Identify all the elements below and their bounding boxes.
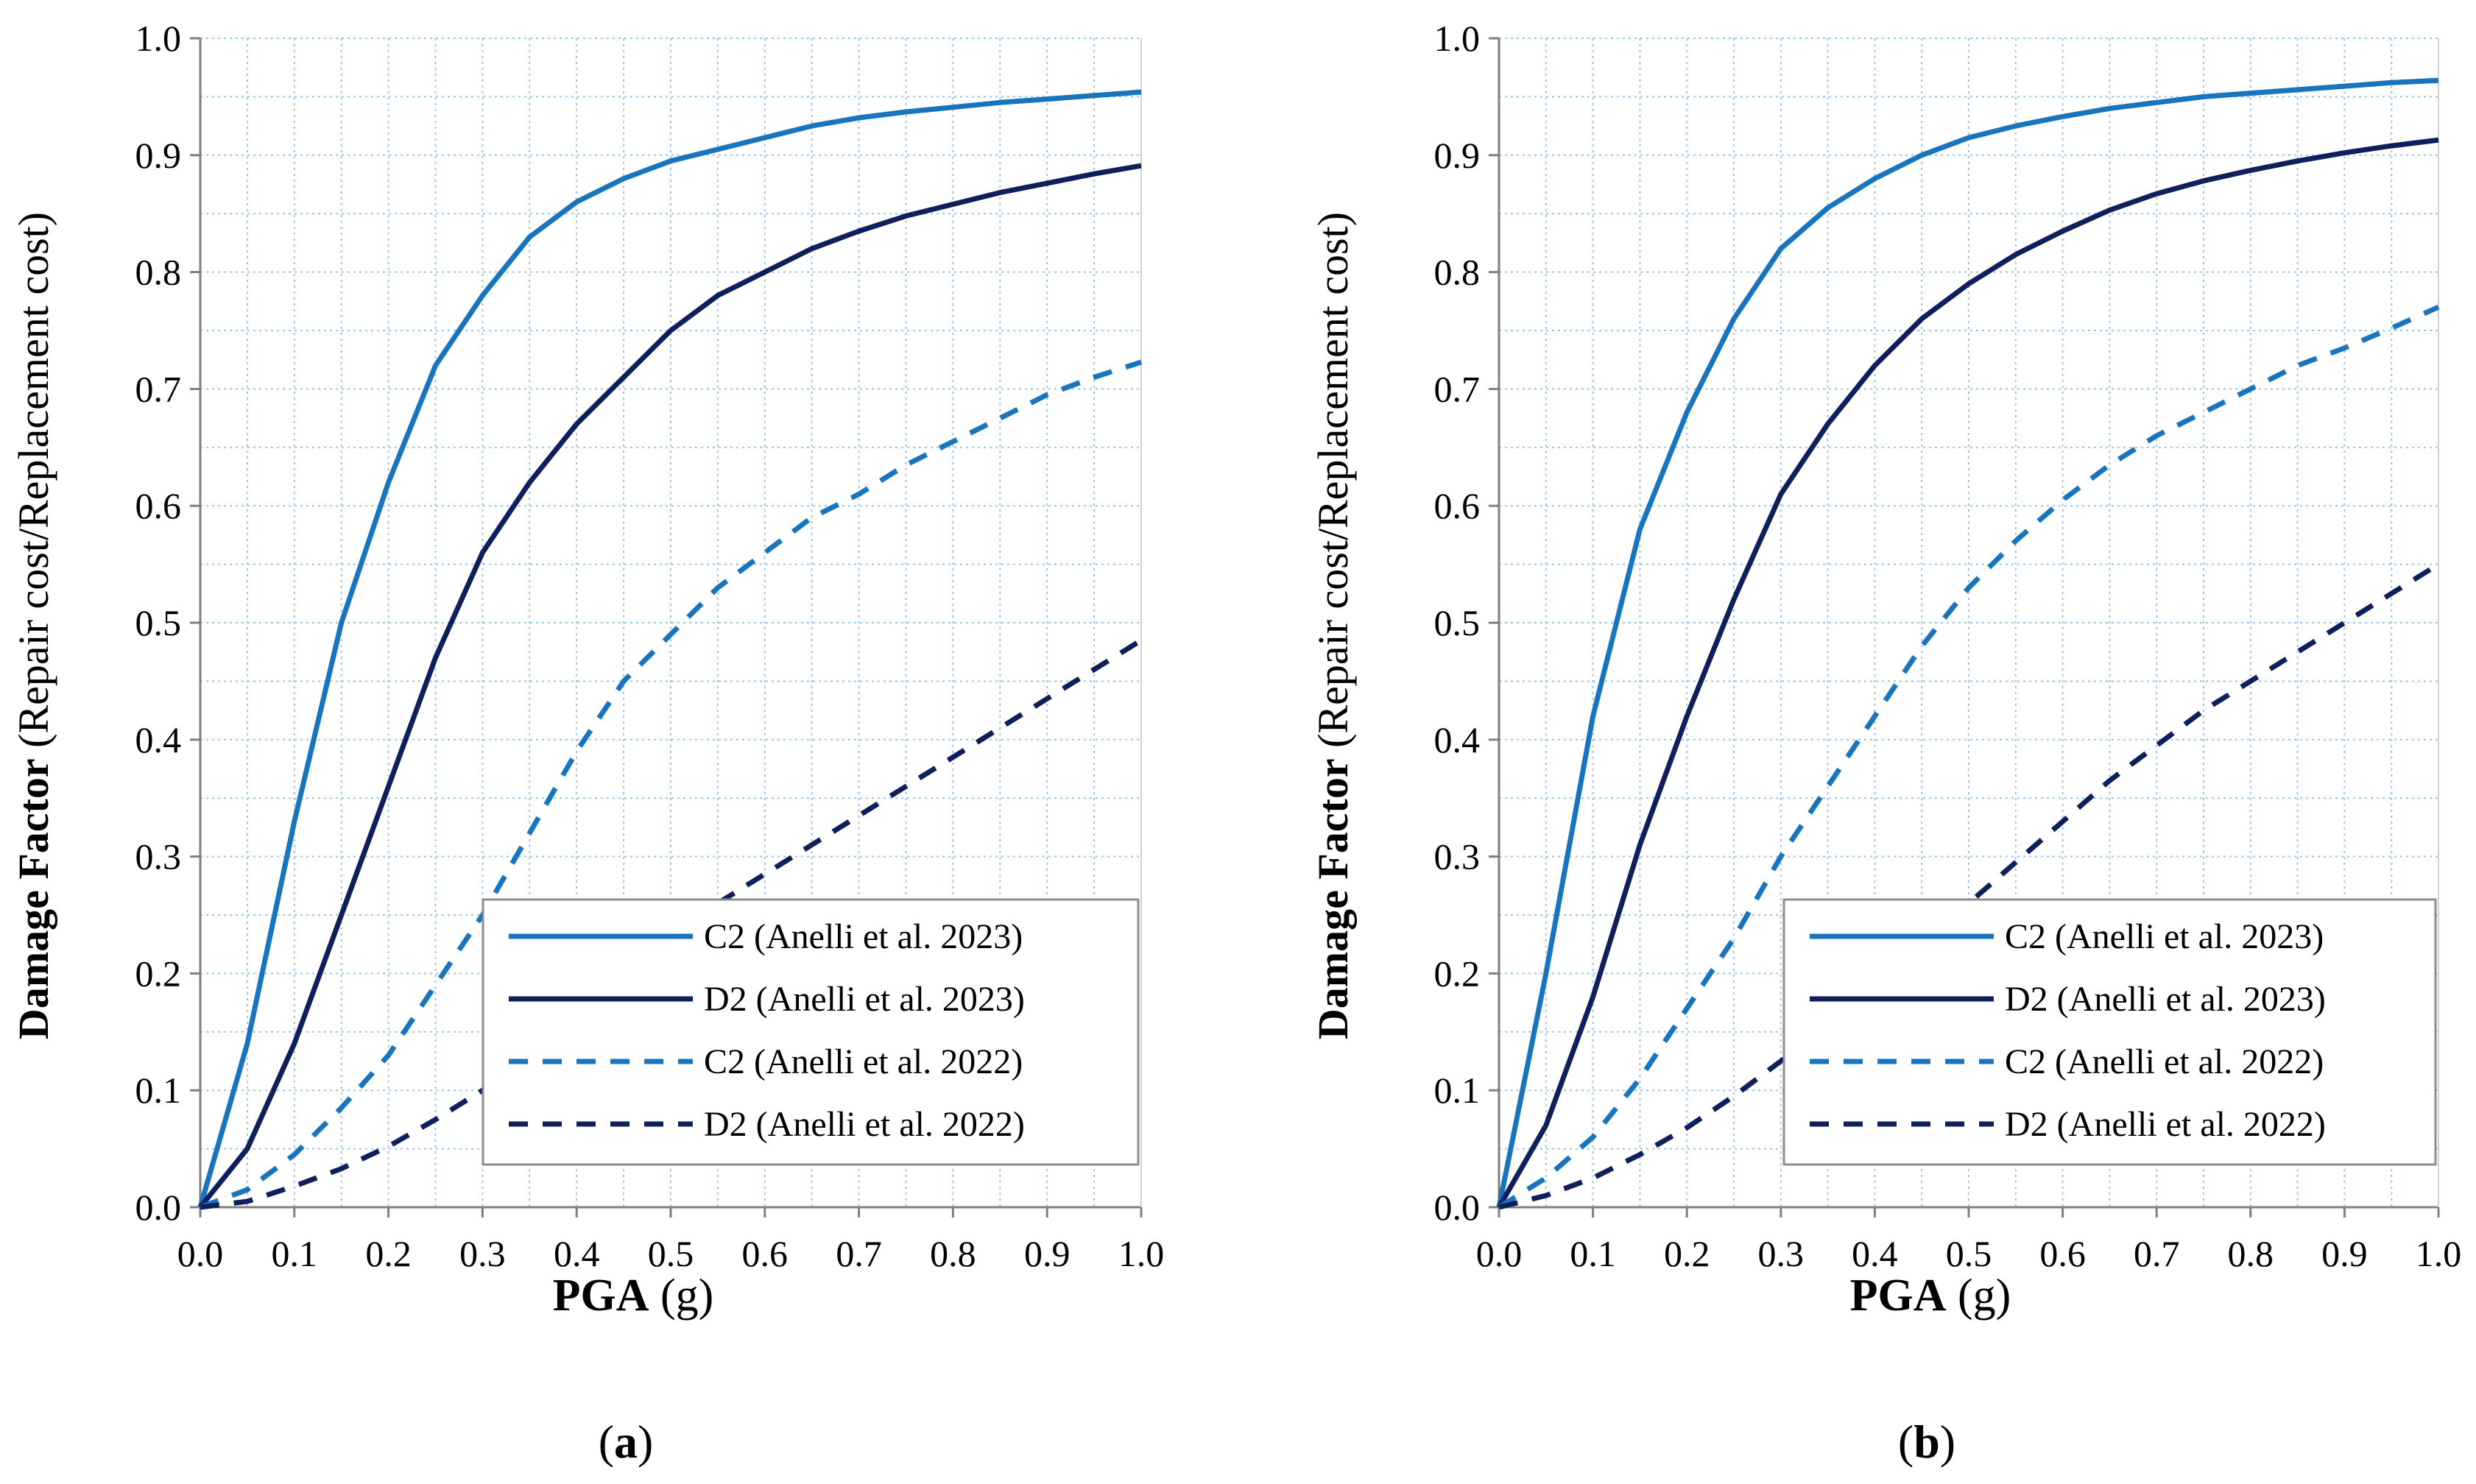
y-tick-label: 0.4 xyxy=(135,719,182,760)
x-tick-label: 1.0 xyxy=(1118,1233,1165,1274)
y-tick-label: 0.3 xyxy=(1434,836,1481,877)
y-tick-label: 0.3 xyxy=(135,836,182,877)
y-tick-label: 0.2 xyxy=(1434,953,1481,994)
panel-caption: (a) xyxy=(599,1416,654,1468)
y-axis-title-bold: Damage Factor xyxy=(1309,758,1357,1039)
y-axis-title-bold: Damage Factor xyxy=(10,758,57,1039)
x-tick-label: 0.5 xyxy=(1946,1233,1992,1274)
x-tick-label: 0.4 xyxy=(1852,1233,1898,1274)
panel-caption-letter: b xyxy=(1914,1416,1940,1468)
y-tick-label: 0.1 xyxy=(1434,1070,1481,1111)
y-tick-label: 0.9 xyxy=(135,135,182,176)
x-tick-label: 0.4 xyxy=(554,1233,600,1274)
y-tick-label: 1.0 xyxy=(1434,18,1481,59)
x-tick-label: 0.6 xyxy=(2039,1233,2086,1274)
x-tick-label: 0.0 xyxy=(1476,1233,1523,1274)
series-line-c2-anelli-et-al-2022 xyxy=(1498,305,2440,1209)
series-line-c2-anelli-et-al-2023 xyxy=(1496,77,2439,1208)
y-tick-label: 0.2 xyxy=(135,953,182,994)
chart-panel-b: 0.0 0.1 0.2 0.3 0.4 0.5 0.6 0.7 0.8 0.9 1.0 0.0 0.1 0… xyxy=(1309,18,2461,1468)
x-tick-label: 0.7 xyxy=(2134,1233,2180,1274)
legend-label: C2 (Anelli et al. 2022) xyxy=(2005,1042,2324,1081)
y-tick-label: 0.0 xyxy=(135,1187,182,1228)
y-tick-label: 0.1 xyxy=(135,1070,182,1111)
y-tick-label: 0.5 xyxy=(135,602,182,643)
legend-label: C2 (Anelli et al. 2023) xyxy=(704,917,1023,956)
series-line-d2-anelli-et-al-2023 xyxy=(1496,137,2439,1209)
x-tick-label: 0.9 xyxy=(2321,1233,2368,1274)
legend-box xyxy=(482,898,1140,1166)
legend-box xyxy=(1782,898,2437,1166)
legend-label: C2 (Anelli et al. 2022) xyxy=(704,1042,1023,1081)
y-tick-label: 0.8 xyxy=(1434,252,1481,293)
x-tick-label: 0.3 xyxy=(1758,1233,1805,1274)
y-tick-label: 0.7 xyxy=(1434,368,1481,409)
legend-label: D2 (Anelli et al. 2023) xyxy=(2005,980,2326,1019)
x-axis-title: PGA (g) xyxy=(1850,1271,2011,1321)
y-tick-label: 0.5 xyxy=(1434,602,1481,643)
legend: C2 (Anelli et al. 2023) D2 (Anelli et al.… xyxy=(482,898,1140,1166)
series-line-d2-anelli-et-al-2022 xyxy=(1498,562,2440,1210)
x-tick-label: 0.2 xyxy=(365,1233,412,1274)
panel-caption: (b) xyxy=(1898,1416,1955,1468)
x-tick-label: 0.5 xyxy=(648,1233,694,1274)
x-tick-label: 1.0 xyxy=(2416,1233,2462,1274)
legend: C2 (Anelli et al. 2023) D2 (Anelli et al.… xyxy=(1782,898,2437,1166)
y-tick-label: 0.0 xyxy=(1434,1187,1481,1228)
series-line-c2-anelli-et-al-2022 xyxy=(199,359,1143,1210)
legend-label: D2 (Anelli et al. 2022) xyxy=(704,1105,1025,1144)
panel-caption-letter: a xyxy=(614,1416,638,1468)
y-axis-title: Damage Factor (Repair cost/Replacement c… xyxy=(10,212,57,1039)
x-axis-title-unit: (g) xyxy=(660,1271,713,1321)
x-axis-title-bold: PGA xyxy=(1850,1271,1947,1321)
legend-label: D2 (Anelli et al. 2023) xyxy=(704,980,1025,1019)
chart-panel-a: 0.0 0.1 0.2 0.3 0.4 0.5 0.6 0.7 0.8 0.9 1.0 0.0 0.1 0… xyxy=(10,18,1164,1468)
x-tick-label: 0.7 xyxy=(836,1233,882,1274)
y-tick-label: 0.6 xyxy=(1434,485,1481,526)
y-axis-title: Damage Factor (Repair cost/Replacement c… xyxy=(1309,212,1357,1039)
x-tick-label: 0.9 xyxy=(1024,1233,1071,1274)
y-tick-label: 0.9 xyxy=(1434,135,1481,176)
x-tick-label: 0.6 xyxy=(742,1233,789,1274)
y-axis-title-rest: (Repair cost/Replacement cost) xyxy=(1309,212,1357,748)
y-tick-label: 0.8 xyxy=(135,252,182,293)
x-tick-label: 0.3 xyxy=(459,1233,506,1274)
x-axis-title: PGA (g) xyxy=(553,1271,714,1321)
x-tick-label: 0.8 xyxy=(930,1233,976,1274)
legend-label: C2 (Anelli et al. 2023) xyxy=(2005,917,2324,956)
gridlines xyxy=(1499,38,2438,1207)
legend-label: D2 (Anelli et al. 2022) xyxy=(2005,1105,2326,1144)
x-tick-label: 0.1 xyxy=(272,1233,318,1274)
x-axis-title-bold: PGA xyxy=(553,1271,649,1321)
y-tick-label: 0.6 xyxy=(135,485,182,526)
series-line-c2-anelli-et-al-2023 xyxy=(197,89,1142,1208)
y-axis-title-rest: (Repair cost/Replacement cost) xyxy=(10,212,57,748)
x-tick-label: 0.0 xyxy=(177,1233,224,1274)
x-axis-title-unit: (g) xyxy=(1958,1271,2011,1321)
x-tick-label: 0.2 xyxy=(1664,1233,1710,1274)
y-tick-label: 0.7 xyxy=(135,368,182,409)
y-tick-label: 1.0 xyxy=(135,18,182,59)
x-tick-label: 0.8 xyxy=(2228,1233,2274,1274)
x-tick-label: 0.1 xyxy=(1570,1233,1616,1274)
y-tick-label: 0.4 xyxy=(1434,719,1481,760)
series-line-d2-anelli-et-al-2023 xyxy=(198,163,1142,1209)
